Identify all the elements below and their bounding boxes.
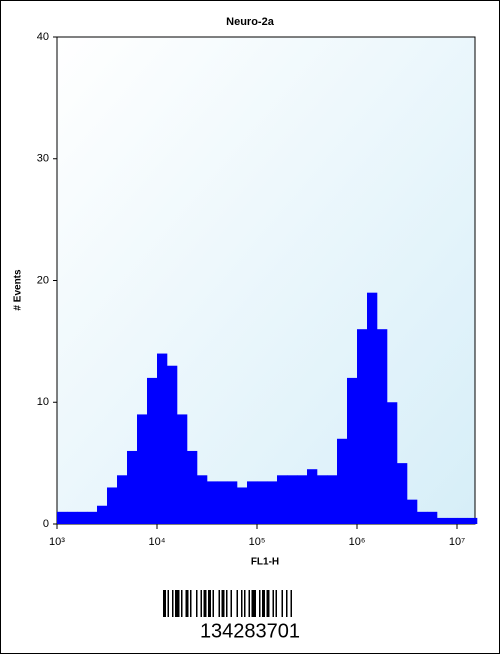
barcode-bar	[290, 590, 292, 617]
barcode-bar	[275, 590, 277, 617]
barcode-bar	[203, 590, 207, 617]
bar	[137, 414, 148, 524]
bar	[157, 353, 168, 524]
bar	[257, 481, 268, 524]
bar	[267, 481, 278, 524]
chart-title: Neuro-2a	[226, 16, 275, 28]
barcode-bar	[230, 590, 232, 617]
x-axis-label: FL1-H	[251, 557, 279, 568]
barcode-bar	[259, 590, 261, 617]
bar	[397, 463, 408, 524]
bar	[297, 475, 308, 524]
barcode-bar	[281, 590, 283, 617]
bar	[207, 481, 218, 524]
barcode-bar	[185, 590, 189, 617]
bar	[247, 481, 258, 524]
x-tick-label: 10³	[49, 536, 65, 548]
bar	[417, 511, 428, 524]
barcode-bar	[262, 590, 265, 617]
bar	[316, 475, 328, 524]
barcode-bar	[244, 590, 246, 617]
x-tick-label: 10⁶	[349, 536, 366, 548]
x-tick-label: 10⁵	[249, 536, 266, 548]
barcode-bar	[181, 590, 183, 617]
bar	[457, 517, 468, 524]
bar	[177, 414, 188, 524]
bar	[286, 475, 298, 524]
bar	[336, 438, 348, 524]
bar	[166, 365, 178, 524]
barcode-bar	[167, 590, 169, 617]
bar	[326, 475, 338, 524]
bar	[197, 475, 208, 524]
barcode-bar	[172, 590, 174, 617]
bar	[427, 511, 438, 524]
barcode-bar	[251, 590, 256, 617]
barcode-bar	[212, 590, 214, 617]
barcode-bar	[196, 590, 198, 617]
bar	[146, 377, 158, 524]
y-tick-label: 20	[37, 274, 49, 286]
barcode-bar	[221, 590, 225, 617]
bar	[86, 511, 98, 524]
barcode-bar	[208, 590, 211, 617]
bar	[367, 292, 378, 524]
bar	[67, 511, 78, 524]
barcode	[163, 590, 292, 617]
bar	[437, 517, 448, 524]
barcode-bar	[200, 590, 202, 617]
barcode-bar	[266, 590, 270, 617]
bar	[377, 329, 388, 524]
bar	[347, 377, 358, 524]
bar	[447, 517, 458, 524]
bar	[227, 481, 238, 524]
bar	[106, 487, 118, 524]
barcode-bar	[226, 590, 228, 617]
bar	[116, 475, 128, 524]
bar	[57, 511, 68, 524]
plot-area	[56, 36, 476, 525]
bar	[357, 329, 368, 524]
x-tick-label: 10⁴	[149, 536, 166, 548]
barcode-bar	[218, 590, 220, 617]
bar	[77, 511, 88, 524]
barcode-bar	[286, 590, 288, 617]
bar	[127, 450, 138, 524]
barcode-bar	[163, 590, 166, 617]
barcode-bar	[236, 590, 238, 617]
y-tick-label: 0	[43, 518, 49, 530]
bar	[276, 475, 288, 524]
barcode-bar	[241, 590, 243, 617]
x-tick-label: 10⁷	[449, 536, 465, 548]
bar	[217, 481, 228, 524]
bar	[97, 505, 108, 524]
y-tick-label: 10	[37, 396, 49, 408]
barcode-bar	[190, 590, 192, 617]
barcode-bar	[248, 590, 250, 617]
bar	[467, 517, 478, 524]
y-tick-label: 40	[37, 31, 49, 43]
barcode-bar	[175, 590, 180, 617]
barcode-bar	[272, 590, 274, 617]
barcode-number: 134283701	[200, 620, 300, 642]
bar	[187, 450, 198, 524]
bar	[407, 499, 418, 524]
y-axis-label: # Events	[13, 269, 24, 311]
bar	[307, 469, 318, 524]
y-tick-label: 30	[37, 153, 49, 165]
bar	[237, 487, 248, 524]
bar	[387, 402, 398, 524]
